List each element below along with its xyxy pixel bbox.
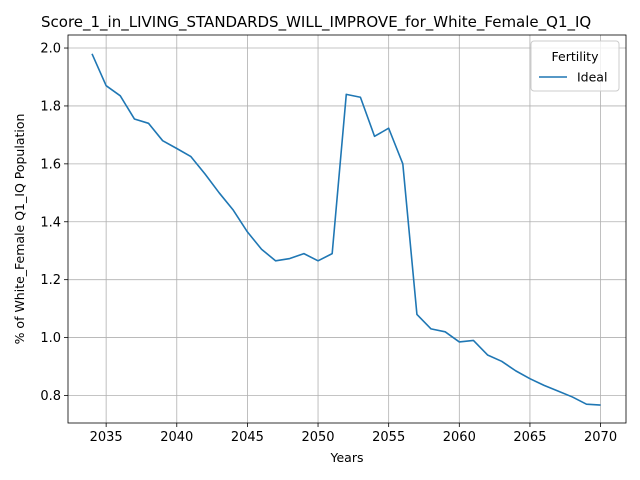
- y-tick-label: 1.0: [40, 331, 61, 346]
- series-line-ideal: [91, 53, 601, 406]
- y-tick-label: 1.2: [40, 273, 61, 288]
- ticks: 2035 2040 2045 2050 2055 2060 2065 2070 0.8 1.0 1.…: [40, 42, 617, 445]
- y-tick-label: 2.0: [40, 42, 61, 57]
- plot-frame: [67, 34, 627, 424]
- x-tick-label: 2045: [231, 430, 264, 445]
- chart-title: Score_1_in_LIVING_STANDARDS_WILL_IMPROVE…: [41, 13, 591, 32]
- legend-entries: Ideal: [539, 70, 607, 85]
- series-layer: [91, 53, 601, 406]
- legend: Fertility Ideal: [530, 40, 620, 92]
- y-tick-label: 0.8: [40, 389, 61, 404]
- x-tick-label: 2070: [584, 430, 617, 445]
- x-axis-label: Years: [330, 450, 364, 465]
- x-tick-label: 2060: [443, 430, 476, 445]
- x-tick-label: 2050: [301, 430, 334, 445]
- x-tick-label: 2035: [90, 430, 123, 445]
- y-tick-label: 1.8: [40, 99, 61, 114]
- y-tick-label: 1.4: [40, 215, 61, 230]
- x-tick-label: 2065: [513, 430, 546, 445]
- x-tick-label: 2055: [372, 430, 405, 445]
- legend-box: [530, 40, 620, 92]
- x-tick-label: 2040: [160, 430, 193, 445]
- legend-title: Fertility: [552, 49, 600, 64]
- grid: [68, 35, 626, 423]
- legend-label: Ideal: [577, 70, 607, 85]
- y-tick-label: 1.6: [40, 157, 61, 172]
- y-axis-label: % of White_Female Q1_IQ Population: [12, 114, 27, 345]
